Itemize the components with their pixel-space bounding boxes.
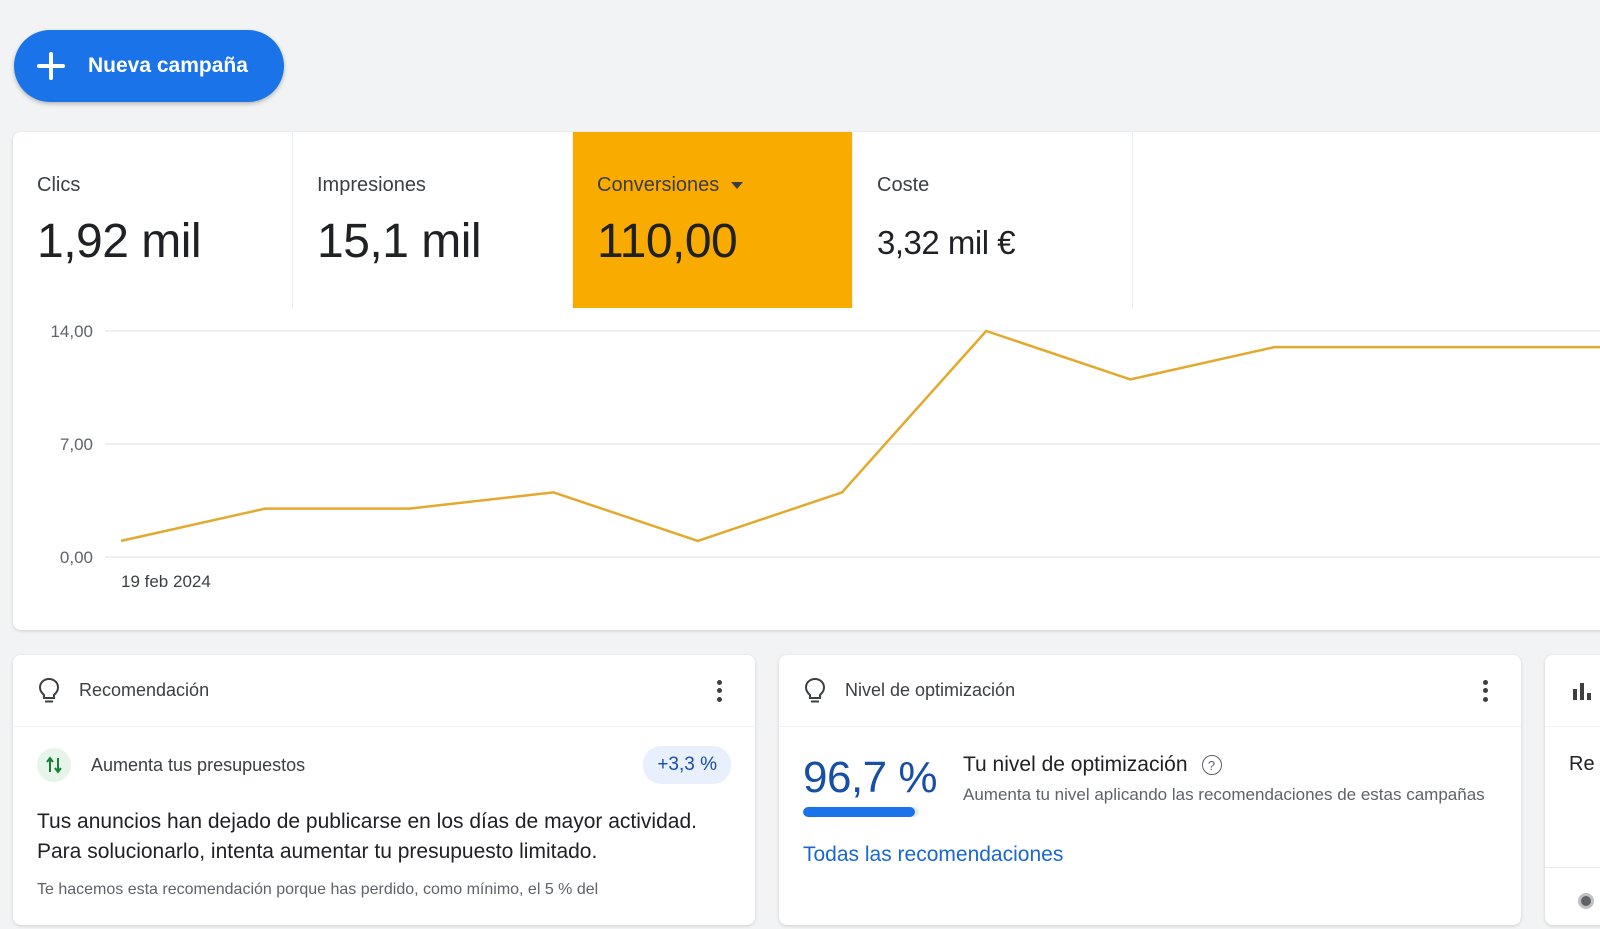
- lightbulb-icon: [804, 677, 826, 702]
- lightbulb-icon: [38, 677, 60, 702]
- more-options-icon[interactable]: [707, 676, 731, 706]
- metric-label: Conversiones: [597, 173, 720, 196]
- dropdown-arrow-icon[interactable]: [731, 181, 744, 189]
- third-card-partial: Re: [1545, 655, 1600, 925]
- optimization-score-card: Nivel de optimización 96,7 % Tu nivel de…: [779, 655, 1521, 925]
- optimization-score: 96,7 %: [803, 753, 937, 802]
- new-campaign-button[interactable]: Nueva campaña: [14, 30, 284, 102]
- metric-tab-cost[interactable]: Coste 3,32 mil €: [853, 132, 1133, 308]
- chart-svg: 14,00 7,00 0,00 19 feb 2024: [50, 322, 1600, 591]
- optimization-description: Aumenta tu nivel aplicando las recomenda…: [963, 785, 1485, 804]
- metric-value: 15,1 mil: [317, 215, 482, 268]
- series-line-conversions: [120, 329, 1600, 543]
- card-title: Nivel de optimización: [845, 680, 1016, 700]
- card-title: Recomendación: [79, 680, 210, 700]
- recommendation-item[interactable]: Aumenta tus presupuestos +3,3 %: [13, 727, 755, 803]
- more-options-icon[interactable]: [1473, 676, 1497, 706]
- all-recommendations-link[interactable]: Todas las recomendaciones: [803, 843, 1064, 866]
- metric-label: Coste: [877, 173, 930, 196]
- recommendation-card: Recomendación Aumenta tus presupuestos +…: [13, 655, 755, 925]
- metric-value: 3,32 mil €: [877, 224, 1016, 261]
- metric-tabs: Clics 1,92 mil Impresiones 15,1 mil Conv…: [13, 132, 1600, 308]
- metric-tab-clicks[interactable]: Clics 1,92 mil: [13, 132, 293, 308]
- metric-value: 1,92 mil: [37, 215, 202, 268]
- metric-label: Impresiones: [317, 173, 426, 196]
- optimization-progress-fill: [803, 807, 916, 817]
- performance-overview-card: Clics 1,92 mil Impresiones 15,1 mil Conv…: [13, 132, 1600, 630]
- recommendation-description: Tus anuncios han dejado de publicarse en…: [37, 810, 697, 863]
- carousel-dot[interactable]: [1578, 893, 1594, 909]
- metric-label: Clics: [37, 173, 81, 196]
- x-tick-label: 19 feb 2024: [121, 572, 211, 591]
- y-tick-label: 14,00: [50, 322, 93, 341]
- new-campaign-label: Nueva campaña: [88, 54, 248, 77]
- optimization-title: Tu nivel de optimización: [963, 753, 1188, 776]
- recommendation-footnote: Te hacemos esta recomendación porque has…: [37, 881, 599, 898]
- conversions-line-chart: 14,00 7,00 0,00 19 feb 2024: [13, 308, 1600, 630]
- optimization-progress-bar: [803, 807, 919, 817]
- plus-icon: [36, 51, 66, 81]
- budget-arrows-icon: [37, 748, 71, 782]
- impact-badge: +3,3 %: [643, 746, 731, 784]
- metric-tab-impressions[interactable]: Impresiones 15,1 mil: [293, 132, 573, 308]
- y-tick-label: 7,00: [60, 435, 93, 454]
- help-icon[interactable]: ?: [1201, 755, 1222, 775]
- bar-chart-icon: [1573, 682, 1591, 700]
- recommendation-title: Aumenta tus presupuestos: [91, 754, 306, 775]
- metric-value: 110,00: [597, 215, 738, 268]
- y-tick-label: 0,00: [60, 548, 93, 567]
- third-card-title: Re: [1569, 753, 1595, 775]
- metric-tab-conversions[interactable]: Conversiones 110,00: [573, 132, 853, 308]
